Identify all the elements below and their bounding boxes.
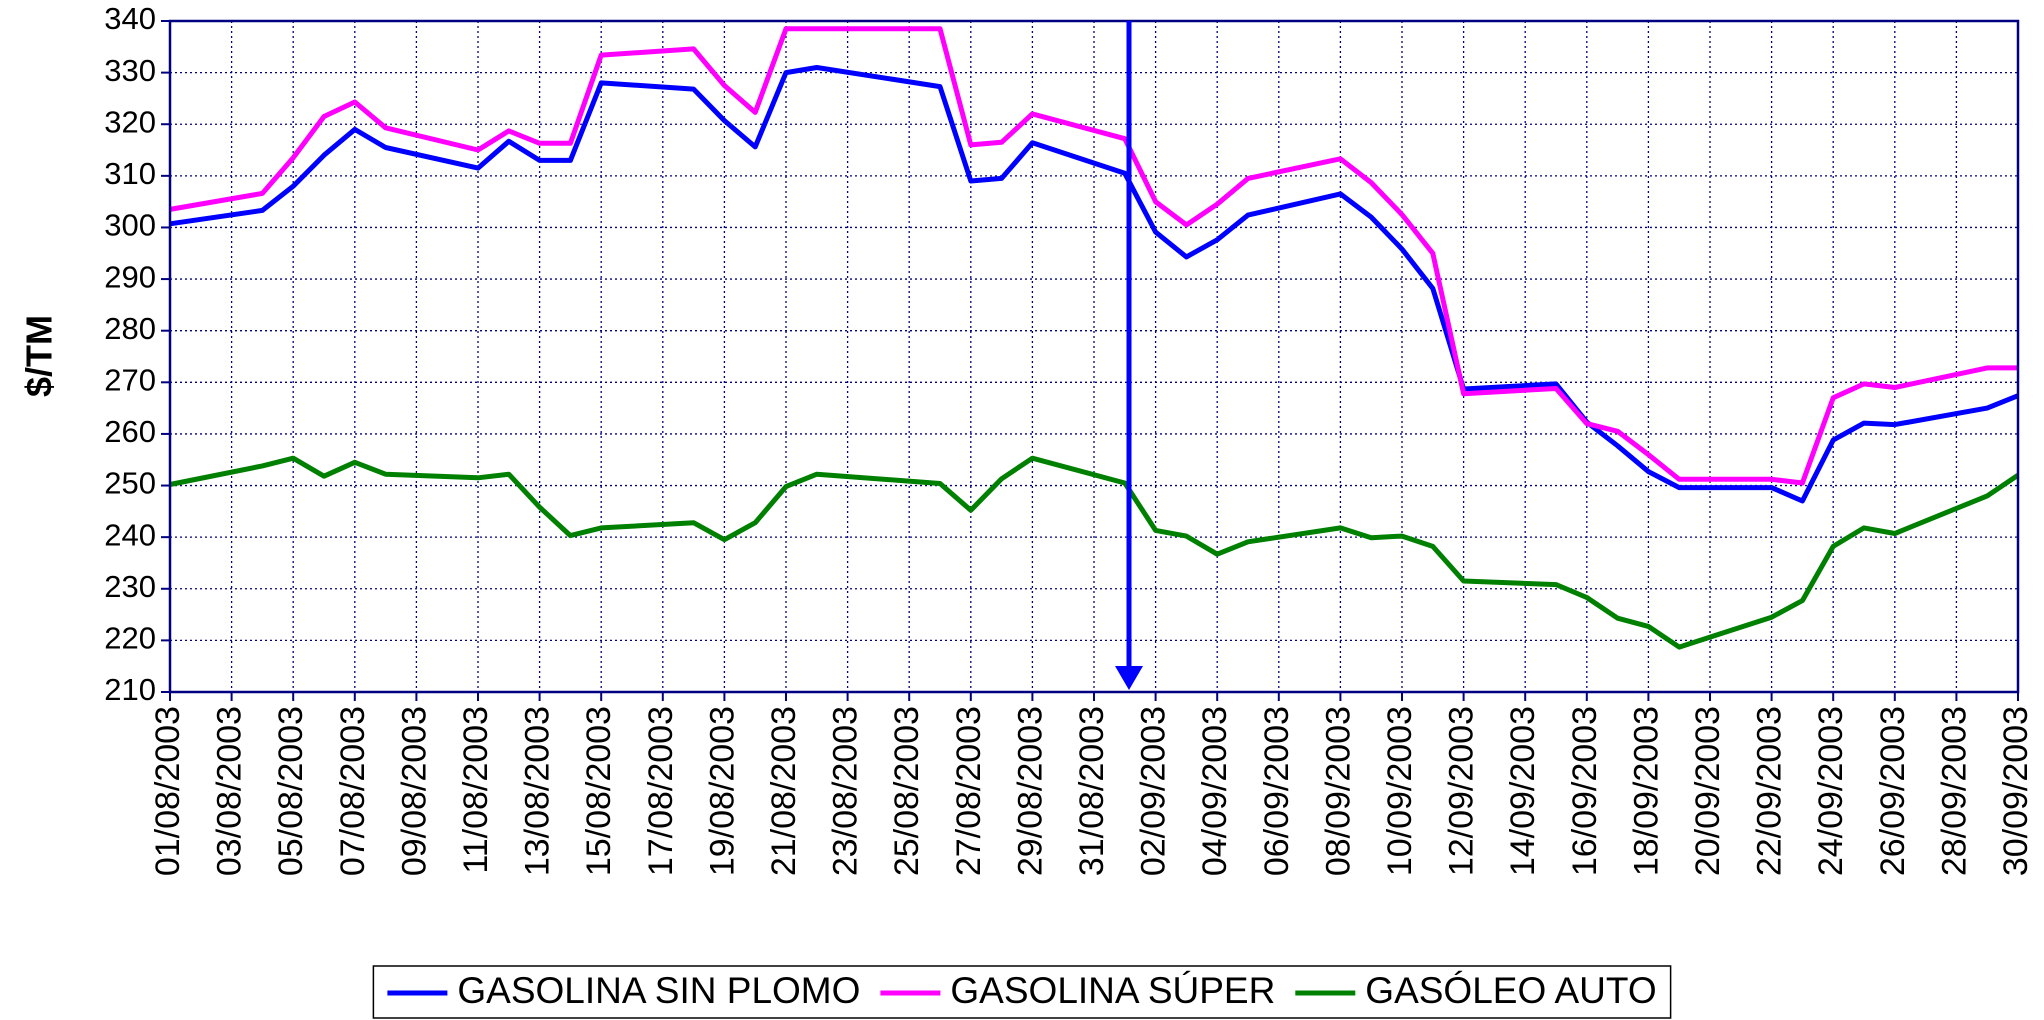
x-tick-label: 31/08/2003 [1073, 706, 1111, 876]
x-tick-label: 04/09/2003 [1196, 706, 1234, 876]
y-tick-label: 280 [104, 311, 156, 346]
x-tick-label: 29/08/2003 [1011, 706, 1049, 876]
legend: GASOLINA SIN PLOMO GASOLINA SÚPER GASÓLEO … [372, 965, 1672, 1019]
x-tick-label: 30/09/2003 [1997, 706, 2035, 876]
legend-label: GASOLINA SÚPER [950, 970, 1275, 1011]
x-tick-label: 14/09/2003 [1504, 706, 1542, 876]
x-tick-label: 10/09/2003 [1381, 706, 1419, 876]
y-axis-label: $/TM [19, 315, 60, 397]
x-tick-label: 11/08/2003 [457, 706, 495, 874]
x-tick-label: 02/09/2003 [1135, 706, 1173, 876]
x-tick-label: 01/08/2003 [149, 706, 187, 876]
x-tick-label: 09/08/2003 [395, 706, 433, 876]
x-tick-label: 19/08/2003 [703, 706, 741, 876]
y-tick-label: 290 [104, 259, 156, 294]
x-tick-label: 20/09/2003 [1689, 706, 1727, 876]
x-tick-label: 27/08/2003 [950, 706, 988, 876]
x-tick-label: 22/09/2003 [1751, 706, 1789, 876]
x-tick-label: 13/08/2003 [519, 706, 557, 876]
legend-label: GASOLINA SIN PLOMO [457, 970, 860, 1011]
x-tick-label: 08/09/2003 [1319, 706, 1357, 876]
x-tick-label: 03/08/2003 [211, 706, 249, 876]
x-tick-label: 12/09/2003 [1443, 706, 1481, 876]
x-tick-label: 16/09/2003 [1566, 706, 1604, 876]
arrow-head [1115, 666, 1143, 690]
x-tick-label: 25/08/2003 [888, 706, 926, 876]
x-tick-label: 23/08/2003 [827, 706, 865, 876]
x-tick-label: 15/08/2003 [580, 706, 618, 876]
series-line [169, 455, 2020, 650]
series-line [169, 26, 2018, 486]
lines [169, 26, 2020, 650]
y-tick-label: 330 [104, 53, 156, 88]
x-tick-label: 05/08/2003 [272, 706, 310, 876]
y-tick-label: 320 [104, 104, 156, 139]
plot-frame [168, 19, 2020, 694]
x-tick-label: 07/08/2003 [334, 706, 372, 876]
y-tick-label: 220 [104, 621, 156, 656]
x-tick-label: 28/09/2003 [1935, 706, 1973, 876]
x-tick-label: 26/09/2003 [1874, 706, 1912, 876]
x-tick-label: 17/08/2003 [642, 706, 680, 876]
y-tick-label: 300 [104, 208, 156, 243]
x-tick-label: 18/09/2003 [1627, 706, 1665, 876]
x-tick-label: 06/09/2003 [1258, 706, 1296, 876]
legend-label: GASÓLEO AUTO [1365, 970, 1656, 1011]
y-tick-label: 260 [104, 414, 156, 449]
y-tick-label: 340 [104, 1, 156, 36]
series-line [169, 65, 2019, 504]
y-tick-label: 270 [104, 362, 156, 397]
legend-box [372, 965, 1672, 1019]
y-tick-label: 210 [104, 672, 156, 707]
y-tick-label: 240 [104, 517, 156, 552]
y-tick-label: 250 [104, 466, 156, 501]
grid [169, 20, 2019, 693]
x-tick-label: 24/09/2003 [1812, 706, 1850, 876]
y-tick-label: 230 [104, 569, 156, 604]
x-tick-label: 21/08/2003 [765, 706, 803, 876]
y-tick-label: 310 [104, 156, 156, 191]
annotation-arrow [1115, 21, 1143, 690]
axes: 210 220 230 240 250 260 270 280 290 300 310 320 330 3… [104, 1, 2035, 876]
